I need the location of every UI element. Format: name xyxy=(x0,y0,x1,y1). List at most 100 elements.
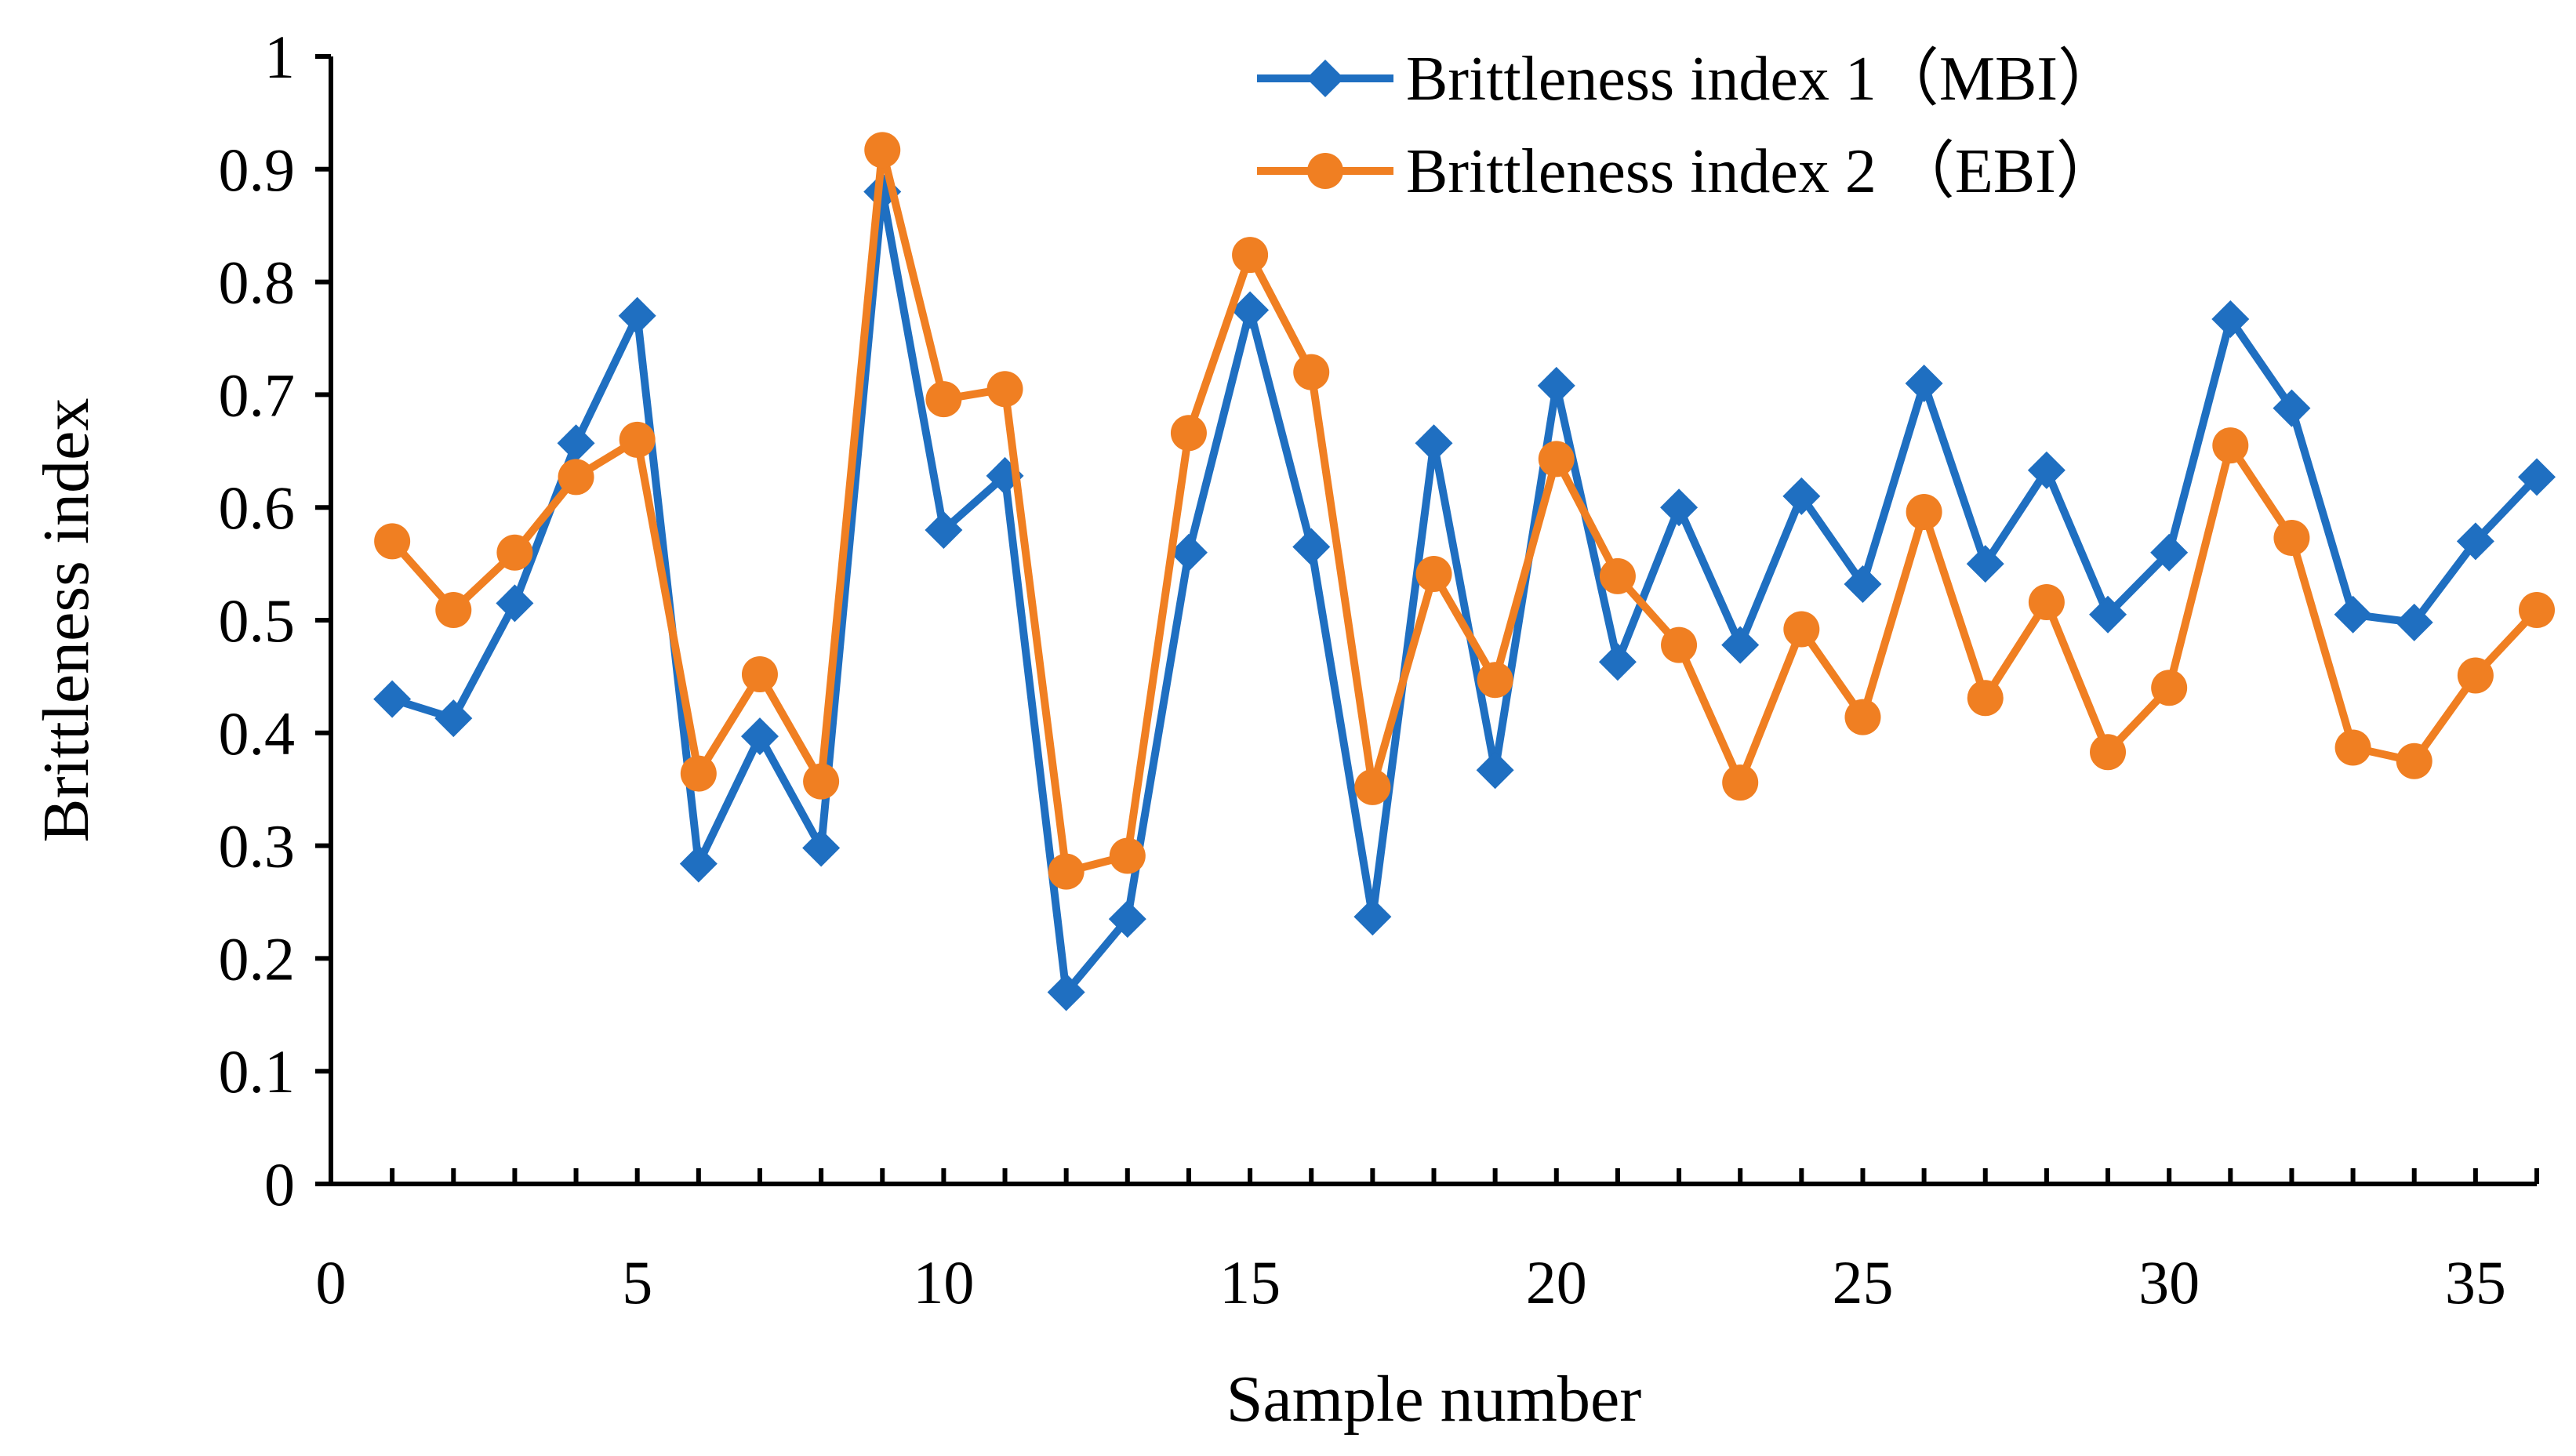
series-2-point xyxy=(1293,354,1330,390)
series-1-point xyxy=(679,844,718,883)
series-1-point xyxy=(1415,424,1453,463)
y-tick-label: 0.1 xyxy=(219,1037,296,1106)
series-2-point xyxy=(1906,493,1942,530)
series-2-point xyxy=(2273,520,2310,557)
series-1-line xyxy=(388,187,2541,997)
series-2-point xyxy=(803,763,840,800)
x-axis-title: Sample number xyxy=(1226,1363,1642,1436)
series-1-point xyxy=(1047,973,1085,1011)
series-2-point xyxy=(1415,556,1452,593)
series-1-point xyxy=(2518,458,2556,496)
series-2-point xyxy=(2396,743,2432,779)
series-1-point xyxy=(802,829,841,867)
series-1-point xyxy=(925,510,963,549)
series-2-point xyxy=(1232,237,1269,274)
series-1-point xyxy=(740,717,779,756)
series-1-point xyxy=(2150,533,2189,572)
series-1-point xyxy=(2089,595,2127,634)
legend-label: Brittleness index 2 （EBI） xyxy=(1406,137,2119,206)
series-2-point xyxy=(1783,611,1820,648)
y-tick-label: 0.4 xyxy=(219,699,296,768)
series-2 xyxy=(374,132,2555,890)
y-tick-label: 0 xyxy=(264,1150,295,1218)
series-2-point xyxy=(1477,662,1513,699)
series-1-point xyxy=(1721,626,1760,664)
series-1 xyxy=(373,172,2556,1011)
series-1-point xyxy=(2027,451,2066,489)
series-2-point xyxy=(2090,734,2127,771)
legend-swatch-marker xyxy=(1306,60,1344,97)
series-2-point xyxy=(1048,853,1085,890)
series-1-point xyxy=(618,296,656,335)
series-2-point xyxy=(496,534,533,571)
y-tick-label: 0.8 xyxy=(219,249,296,317)
series-1-point xyxy=(2273,389,2311,427)
x-tick-label: 5 xyxy=(622,1248,652,1316)
y-tick-label: 0.5 xyxy=(219,586,296,655)
series-2-point xyxy=(1661,626,1698,663)
series-1-point xyxy=(1231,291,1270,329)
series-2-point xyxy=(864,132,901,169)
x-tick-label: 35 xyxy=(2445,1248,2506,1316)
x-tick-label: 10 xyxy=(913,1248,974,1316)
x-axis-tick-labels: 0 5 10 15 20 25 30 35 xyxy=(316,1248,2506,1316)
series-1-point xyxy=(1476,751,1514,790)
series-1-point xyxy=(1844,565,1882,603)
series-1-point xyxy=(1169,533,1208,572)
series-2-point xyxy=(2151,670,2188,706)
series-2-point xyxy=(435,592,472,629)
legend: Brittleness index 1（MBI） Brittleness inde… xyxy=(1257,45,2120,206)
y-axis-tick-labels: 0 0.1 0.2 0.3 0.4 0.5 0.6 0.7 0.8 0.9 1 xyxy=(219,23,296,1218)
series-2-point xyxy=(1844,699,1881,735)
series-2-point xyxy=(1170,415,1207,452)
series-1-point xyxy=(557,424,595,463)
series-1-point xyxy=(1292,528,1331,566)
x-tick-label: 0 xyxy=(316,1248,347,1316)
x-tick-label: 20 xyxy=(1526,1248,1587,1316)
series-2-point xyxy=(1599,557,1636,594)
series-1-point xyxy=(1966,545,2004,583)
series-1-point xyxy=(2395,603,2433,641)
series-1-point xyxy=(1782,477,1821,515)
series-2-point xyxy=(2028,583,2065,620)
series-layer xyxy=(373,132,2556,1011)
series-2-point xyxy=(2519,592,2555,629)
legend-swatch-marker xyxy=(1307,153,1343,189)
series-2-point xyxy=(741,656,778,693)
series-2-point xyxy=(2212,427,2249,464)
series-2-point xyxy=(1722,764,1759,801)
y-axis-title: Brittleness index xyxy=(30,398,103,843)
series-2-point xyxy=(1538,441,1575,477)
series-1-point xyxy=(2456,522,2494,561)
series-2-point xyxy=(374,523,411,560)
series-2-point xyxy=(2457,657,2494,694)
series-1-point xyxy=(2211,300,2250,339)
series-1-point xyxy=(1905,365,1943,403)
series-2-point xyxy=(986,371,1023,408)
series-1-point xyxy=(1660,488,1699,527)
series-2-point xyxy=(1967,680,2004,717)
series-2-point xyxy=(1109,837,1146,874)
series-2-point xyxy=(925,381,962,418)
series-1-point xyxy=(1353,898,1392,936)
y-tick-label: 1 xyxy=(264,23,295,91)
series-1-point xyxy=(1537,366,1575,405)
series-1-point xyxy=(373,680,412,718)
series-1-point xyxy=(434,699,473,738)
axes xyxy=(315,54,2539,1186)
series-2-point xyxy=(619,421,656,458)
x-tick-label: 30 xyxy=(2138,1248,2200,1316)
series-2-point xyxy=(680,755,717,792)
x-tick-label: 15 xyxy=(1219,1248,1281,1316)
y-tick-label: 0.2 xyxy=(219,924,296,993)
y-tick-label: 0.7 xyxy=(219,361,296,429)
series-2-point xyxy=(558,459,594,496)
x-tick-label: 25 xyxy=(1832,1248,1893,1316)
series-1-point xyxy=(1598,643,1637,681)
y-tick-label: 0.9 xyxy=(219,136,296,204)
series-1-point xyxy=(2334,595,2372,634)
series-2-line xyxy=(388,146,2541,876)
y-tick-label: 0.6 xyxy=(219,474,296,542)
series-2-point xyxy=(2334,729,2371,766)
